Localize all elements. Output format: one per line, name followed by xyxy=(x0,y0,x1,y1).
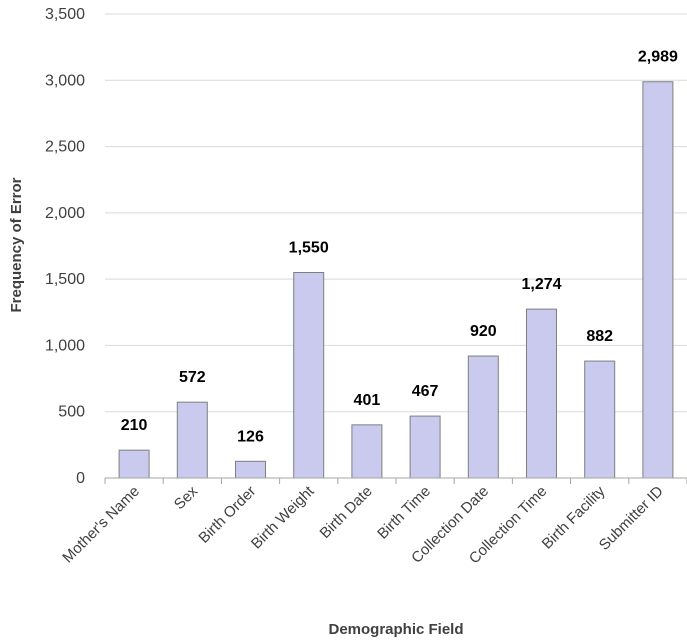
y-tick-label: 2,500 xyxy=(45,139,85,156)
data-label: 1,550 xyxy=(289,240,329,257)
y-axis-tick-labels: 0 500 1,000 1,500 2,000 2,500 3,000 3,500 xyxy=(45,6,85,487)
x-tick-label: Mother's Name xyxy=(59,483,143,567)
bar xyxy=(118,449,150,479)
y-tick-label: 0 xyxy=(76,470,85,487)
data-label: 882 xyxy=(586,328,613,345)
bar xyxy=(409,415,441,479)
bars xyxy=(118,81,674,479)
y-tick-label: 3,500 xyxy=(45,6,85,23)
x-tick-label: Birth Order xyxy=(195,483,259,547)
x-tick-label: Birth Weight xyxy=(248,482,318,552)
y-axis-title: Frequency of Error xyxy=(8,177,25,312)
bar xyxy=(467,355,499,479)
data-label: 920 xyxy=(470,323,497,340)
x-axis-title: Demographic Field xyxy=(328,621,463,638)
y-tick-label: 1,000 xyxy=(45,337,85,354)
x-axis xyxy=(104,477,687,484)
data-label: 467 xyxy=(412,383,439,400)
data-label: 2,989 xyxy=(638,49,678,66)
y-tick-label: 2,000 xyxy=(45,205,85,222)
bar xyxy=(235,460,266,479)
y-tick-label: 3,000 xyxy=(45,72,85,89)
data-label: 126 xyxy=(237,428,264,445)
bar xyxy=(176,401,208,479)
y-tick-label: 500 xyxy=(58,404,85,421)
x-tick-label: Sex xyxy=(171,482,202,513)
data-labels: 210 572 126 1,550 401 467 920 1,274 882 2,989 xyxy=(121,49,678,446)
bar xyxy=(351,424,383,479)
data-label: 572 xyxy=(179,369,206,386)
x-tick-label: Birth Time xyxy=(374,483,434,543)
y-tick-label: 1,500 xyxy=(45,271,85,288)
bar xyxy=(293,272,325,479)
data-label: 401 xyxy=(354,392,381,409)
bar xyxy=(526,308,557,479)
data-label: 210 xyxy=(121,417,148,434)
x-tick-label: Birth Date xyxy=(317,483,376,542)
data-label: 1,274 xyxy=(521,276,561,293)
gridlines xyxy=(105,13,687,413)
bar xyxy=(584,360,616,479)
bar xyxy=(642,81,674,479)
